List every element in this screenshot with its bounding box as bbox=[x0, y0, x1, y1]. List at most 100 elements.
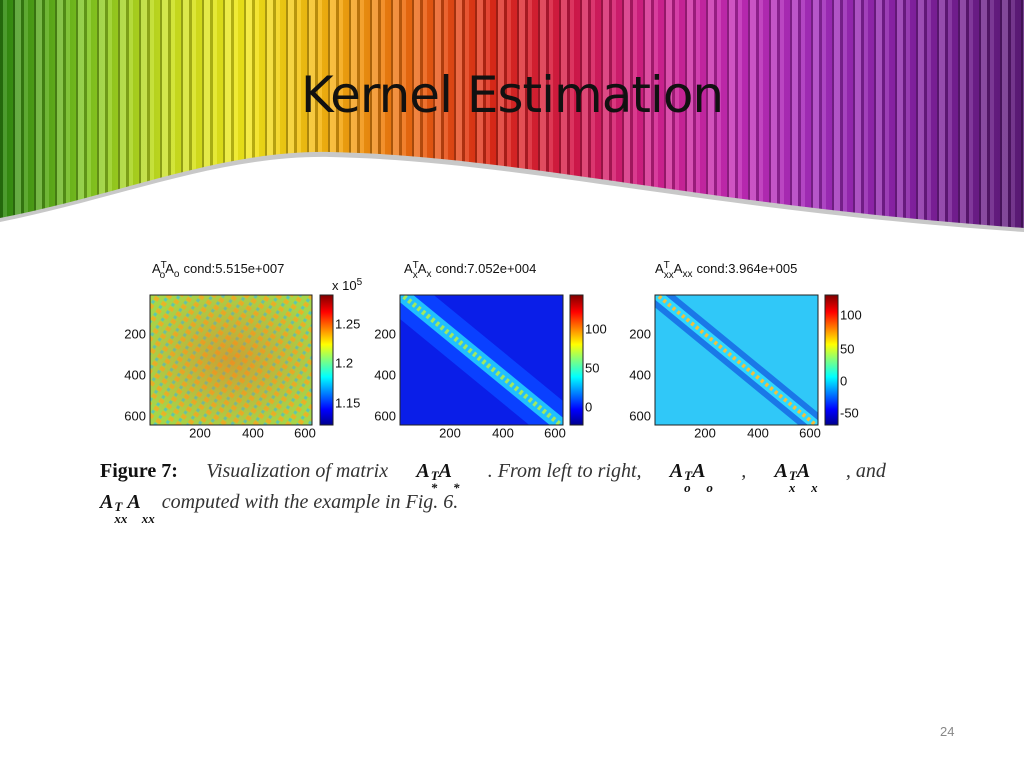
caption-text: . From left to right, bbox=[487, 460, 642, 482]
colorbar bbox=[319, 294, 334, 426]
subscript: xx bbox=[682, 269, 692, 280]
x-tick-label: 400 bbox=[492, 425, 514, 440]
colorbar-tick-label: -50 bbox=[840, 405, 859, 420]
page-number: 24 bbox=[940, 724, 955, 739]
x-tick-label: 400 bbox=[242, 425, 264, 440]
colorbar-tick-label: 0 bbox=[585, 399, 592, 414]
image-band bbox=[400, 295, 563, 425]
condition-number: cond:7.052e+004 bbox=[435, 261, 536, 276]
caption-text: Visualization of matrix bbox=[206, 460, 389, 482]
colorbar-tick-label: 1.25 bbox=[335, 316, 360, 331]
y-tick-label: 400 bbox=[374, 367, 396, 382]
math-subscript: xx bbox=[114, 511, 128, 526]
math-subscript: xx bbox=[141, 511, 155, 526]
subscript: o bbox=[174, 269, 180, 280]
math-symbol: A bbox=[669, 460, 684, 482]
matrix-symbol: A bbox=[418, 261, 427, 276]
colorbar-tick-label: 1.15 bbox=[335, 395, 360, 410]
subscript: x bbox=[413, 270, 418, 281]
math-subscript: x bbox=[811, 480, 818, 495]
math-symbol: A bbox=[416, 460, 430, 482]
y-tick-label: 600 bbox=[629, 408, 651, 423]
math-symbol: A bbox=[796, 460, 811, 482]
matrix-image bbox=[400, 295, 563, 425]
x-tick-label: 200 bbox=[189, 425, 211, 440]
condition-number: cond:3.964e+005 bbox=[696, 261, 797, 276]
x-tick-label: 600 bbox=[544, 425, 566, 440]
math-scripts: xx bbox=[142, 501, 155, 525]
panel-title: AT xAx cond:7.052e+004 bbox=[404, 260, 536, 281]
y-tick-label: 600 bbox=[374, 408, 396, 423]
subscript: xx bbox=[664, 270, 674, 281]
y-tick-label: 400 bbox=[629, 367, 651, 382]
colorbar-tick-label: 100 bbox=[840, 307, 862, 322]
y-tick-label: 200 bbox=[374, 326, 396, 341]
x-tick-label: 600 bbox=[294, 425, 316, 440]
subscript: x bbox=[426, 269, 431, 280]
superscript: T bbox=[161, 260, 167, 271]
image-glow bbox=[150, 295, 312, 425]
y-tick-label: 400 bbox=[124, 367, 146, 382]
math-symbol: A bbox=[774, 460, 788, 482]
colorbar bbox=[824, 294, 839, 426]
colorbar-scale: x 105 bbox=[332, 277, 363, 294]
panel-title: AT oAo cond:5.515e+007 bbox=[152, 260, 284, 281]
y-tick-label: 200 bbox=[124, 326, 146, 341]
superscript: T bbox=[413, 260, 419, 271]
subscript: o bbox=[160, 270, 166, 281]
math-superscript: T bbox=[430, 468, 439, 483]
colorbar bbox=[569, 294, 584, 426]
caption-line: Figure 7: Visualization of matrix A T * A *. … bbox=[100, 460, 886, 495]
scale-base: x 10 bbox=[332, 278, 357, 293]
x-tick-label: 400 bbox=[747, 425, 769, 440]
math-subscript: o bbox=[684, 480, 691, 495]
math-scripts: * bbox=[453, 470, 460, 494]
math-symbol: A bbox=[100, 491, 114, 513]
figure-label: Figure 7: bbox=[100, 460, 178, 482]
matrix-symbol: A bbox=[404, 261, 413, 276]
x-tick-label: 600 bbox=[799, 425, 821, 440]
x-tick-label: 200 bbox=[439, 425, 461, 440]
y-tick-label: 200 bbox=[629, 326, 651, 341]
math-superscript: T bbox=[788, 468, 797, 483]
caption-text: , and bbox=[845, 460, 886, 482]
math-subscript: * bbox=[430, 480, 438, 495]
panel-title: AT xxAxx cond:3.964e+005 bbox=[655, 260, 797, 281]
math-superscript: T bbox=[684, 468, 693, 483]
colorbar-tick-label: 50 bbox=[840, 341, 854, 356]
caption-text: computed with the example in Fig. 6. bbox=[161, 491, 459, 513]
math-superscript: T bbox=[114, 499, 123, 514]
math-symbol: A bbox=[127, 491, 141, 513]
slide-title: Kernel Estimation bbox=[300, 66, 724, 124]
matrix-image bbox=[655, 295, 818, 425]
scale-exponent: 5 bbox=[357, 277, 363, 288]
y-tick-label: 600 bbox=[124, 408, 146, 423]
caption-text: , bbox=[741, 460, 747, 482]
image-frame bbox=[654, 294, 819, 426]
image-frame bbox=[399, 294, 564, 426]
image-band bbox=[655, 295, 818, 425]
matrix-image bbox=[150, 295, 312, 425]
math-expression: A T * A * bbox=[416, 460, 459, 494]
math-scripts: o bbox=[706, 470, 713, 494]
matrix-symbol: A bbox=[674, 261, 683, 276]
wave bbox=[0, 156, 1024, 240]
math-scripts: x bbox=[811, 470, 818, 494]
math-symbol: A bbox=[438, 460, 453, 482]
math-subscript: o bbox=[706, 480, 713, 495]
condition-number: cond:5.515e+007 bbox=[183, 261, 284, 276]
math-subscript: x bbox=[788, 480, 796, 495]
image-frame bbox=[149, 294, 313, 426]
colorbar-tick-label: 0 bbox=[840, 373, 847, 388]
header-wave bbox=[0, 151, 1024, 240]
matrix-symbol: A bbox=[152, 261, 161, 276]
matrix-symbol: A bbox=[165, 261, 174, 276]
